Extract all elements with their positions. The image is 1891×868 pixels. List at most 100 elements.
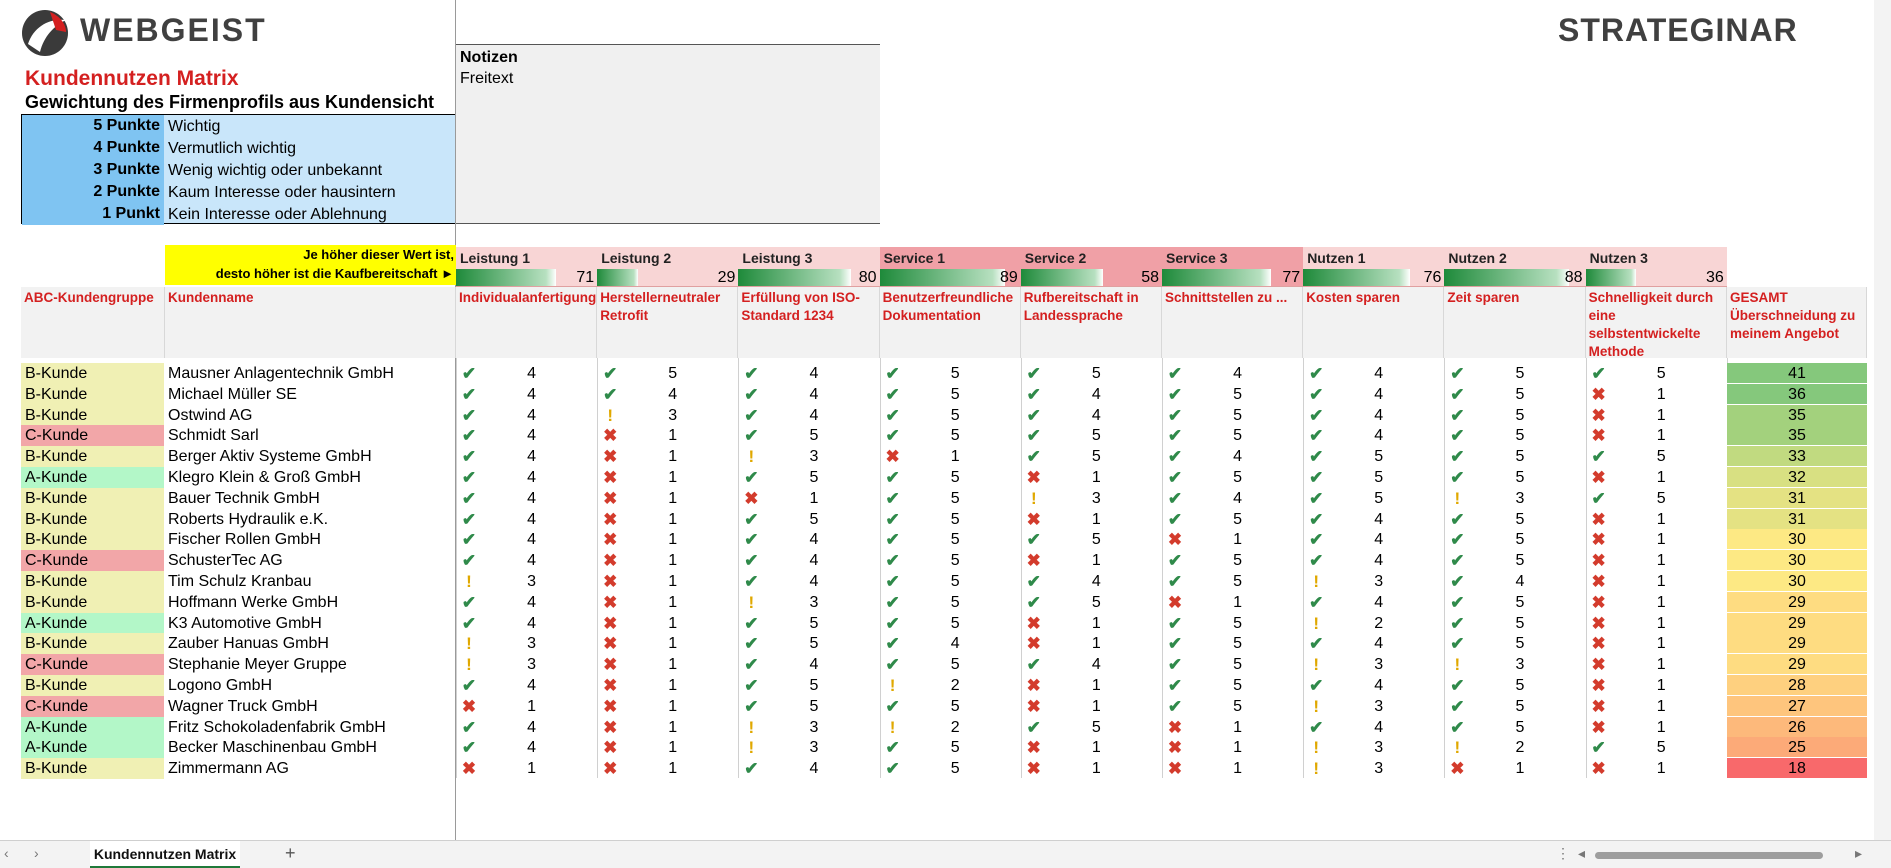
customer-group[interactable]: B-Kunde — [21, 633, 164, 655]
score-cell[interactable]: 5 — [1515, 448, 1525, 466]
score-cell[interactable]: 1 — [1091, 677, 1101, 694]
score-cell[interactable]: 5 — [809, 677, 819, 694]
score-cell[interactable]: 1 — [668, 427, 678, 445]
score-cell[interactable]: 1 — [1656, 573, 1666, 590]
customer-name[interactable]: Fritz Schokoladenfabrik GmbH — [168, 718, 386, 736]
total-cell[interactable]: 31 — [1727, 508, 1867, 530]
score-cell[interactable]: 3 — [527, 635, 536, 653]
score-cell[interactable]: 1 — [1656, 385, 1666, 403]
score-cell[interactable]: 4 — [1374, 552, 1384, 570]
score-cell[interactable]: 4 — [1374, 406, 1384, 424]
score-cell[interactable]: 4 — [1091, 406, 1101, 424]
score-cell[interactable]: 4 — [527, 593, 536, 611]
score-cell[interactable]: 4 — [809, 552, 819, 570]
score-cell[interactable]: 3 — [1515, 489, 1525, 507]
score-cell[interactable]: 3 — [1374, 573, 1384, 590]
customer-group[interactable]: C-Kunde — [21, 695, 164, 717]
score-cell[interactable]: 5 — [1233, 697, 1242, 715]
score-cell[interactable]: 3 — [809, 739, 819, 757]
score-cell[interactable]: 1 — [1233, 760, 1242, 778]
score-cell[interactable]: 5 — [809, 697, 819, 715]
header-group[interactable]: ABC-Kundengruppe — [21, 287, 165, 358]
score-cell[interactable]: 1 — [950, 448, 960, 466]
score-cell[interactable]: 5 — [809, 427, 819, 445]
score-cell[interactable]: 5 — [1515, 718, 1525, 736]
score-cell[interactable]: 4 — [1233, 448, 1242, 466]
score-cell[interactable]: 5 — [809, 510, 819, 528]
score-cell[interactable]: 4 — [527, 614, 536, 632]
score-cell[interactable]: 5 — [1515, 385, 1525, 403]
score-cell[interactable]: 5 — [1233, 614, 1242, 632]
total-cell[interactable]: 41 — [1727, 363, 1867, 384]
score-cell[interactable]: 4 — [809, 406, 819, 424]
total-cell[interactable]: 31 — [1727, 487, 1867, 509]
score-cell[interactable]: 4 — [809, 365, 819, 382]
total-cell[interactable]: 29 — [1727, 612, 1867, 634]
prev-sheet-icon[interactable]: ‹ — [4, 845, 9, 861]
score-cell[interactable]: 5 — [1374, 469, 1384, 486]
score-cell[interactable]: 1 — [1656, 552, 1666, 570]
score-cell[interactable]: 5 — [1515, 531, 1525, 549]
score-cell[interactable]: 5 — [950, 656, 960, 674]
score-cell[interactable]: 4 — [527, 406, 536, 424]
score-cell[interactable]: 1 — [1656, 531, 1666, 549]
customer-name[interactable]: Wagner Truck GmbH — [168, 697, 318, 715]
customer-group[interactable]: C-Kunde — [21, 654, 164, 676]
customer-group[interactable]: B-Kunde — [21, 571, 164, 592]
score-cell[interactable]: 5 — [1233, 656, 1242, 674]
score-cell[interactable]: 5 — [950, 469, 960, 486]
total-cell[interactable]: 30 — [1727, 529, 1867, 551]
customer-name[interactable]: Bauer Technik GmbH — [168, 489, 320, 507]
score-cell[interactable]: 1 — [1233, 531, 1242, 549]
total-cell[interactable]: 35 — [1727, 404, 1867, 426]
score-cell[interactable]: 5 — [1656, 365, 1666, 382]
score-cell[interactable]: 2 — [950, 718, 960, 736]
score-cell[interactable]: 5 — [668, 365, 678, 382]
score-cell[interactable]: 4 — [809, 531, 819, 549]
customer-name[interactable]: Michael Müller SE — [168, 385, 297, 403]
score-cell[interactable]: 2 — [1515, 739, 1525, 757]
score-cell[interactable]: 5 — [950, 385, 960, 403]
score-cell[interactable]: 5 — [1656, 739, 1666, 757]
score-cell[interactable]: 5 — [950, 531, 960, 549]
score-cell[interactable]: 1 — [1656, 760, 1666, 778]
criteria-detail[interactable]: Benutzerfreundliche Dokumentation — [879, 287, 1021, 358]
score-cell[interactable]: 5 — [1091, 531, 1101, 549]
criteria-detail[interactable]: Schnittstellen zu ... — [1162, 287, 1304, 358]
score-cell[interactable]: 4 — [809, 573, 819, 590]
score-cell[interactable]: 5 — [809, 614, 819, 632]
total-cell[interactable]: 29 — [1727, 654, 1867, 676]
customer-group[interactable]: B-Kunde — [21, 758, 164, 780]
customer-name[interactable]: Tim Schulz Kranbau — [168, 573, 312, 590]
score-cell[interactable]: 5 — [1091, 365, 1101, 382]
customer-name[interactable]: Logono GmbH — [168, 677, 273, 694]
score-cell[interactable]: 5 — [1515, 635, 1525, 653]
criteria-detail[interactable]: Rufbereitschaft in Landessprache — [1020, 287, 1162, 358]
score-cell[interactable]: 1 — [1233, 593, 1242, 611]
score-cell[interactable]: 5 — [809, 635, 819, 653]
scroll-left-icon[interactable]: ◂ — [1578, 845, 1586, 861]
criteria-head-9[interactable]: Nutzen 3 36 — [1585, 247, 1727, 287]
customer-group[interactable]: B-Kunde — [21, 363, 164, 384]
score-cell[interactable]: 1 — [668, 573, 678, 590]
score-cell[interactable]: 1 — [1091, 614, 1101, 632]
customer-name[interactable]: Schmidt Sarl — [168, 427, 259, 445]
score-cell[interactable]: 4 — [1374, 510, 1384, 528]
criteria-detail[interactable]: Schnelligkeit durch eine selbstentwickel… — [1585, 287, 1727, 358]
total-cell[interactable]: 29 — [1727, 591, 1867, 613]
criteria-head-2[interactable]: Leistung 2 29 — [597, 247, 739, 287]
score-cell[interactable]: 5 — [1091, 427, 1101, 445]
score-cell[interactable]: 5 — [950, 365, 960, 382]
next-sheet-icon[interactable]: › — [34, 845, 39, 861]
score-cell[interactable]: 5 — [1233, 677, 1242, 694]
score-cell[interactable]: 1 — [1656, 677, 1666, 694]
sheet-tab-kundennutzen-matrix[interactable]: Kundennutzen Matrix — [90, 841, 240, 868]
customer-name[interactable]: Becker Maschinenbau GmbH — [168, 739, 377, 757]
score-cell[interactable]: 5 — [1515, 469, 1525, 486]
score-cell[interactable]: 4 — [1374, 593, 1384, 611]
score-cell[interactable]: 3 — [1515, 656, 1525, 674]
score-cell[interactable]: 5 — [1515, 552, 1525, 570]
total-cell[interactable]: 30 — [1727, 550, 1867, 572]
score-cell[interactable]: 5 — [1656, 489, 1666, 507]
score-cell[interactable]: 5 — [950, 573, 960, 590]
